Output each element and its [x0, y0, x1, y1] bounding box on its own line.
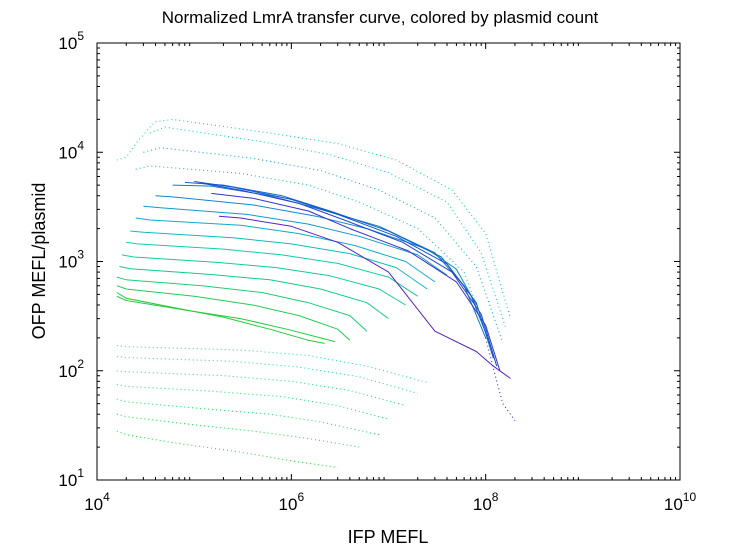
- x-tick-label-exponent: 6: [297, 490, 304, 504]
- series-line: [121, 254, 406, 306]
- series-line: [143, 147, 504, 344]
- x-tick-label: 1010: [664, 490, 697, 514]
- series-line: [485, 337, 516, 421]
- series-line: [116, 276, 368, 332]
- series-line: [155, 195, 477, 306]
- series-line: [116, 383, 389, 420]
- y-tick-label: 102: [58, 357, 84, 381]
- x-tick-label: 108: [473, 490, 499, 514]
- series-line: [116, 355, 418, 394]
- series-line: [126, 241, 419, 297]
- x-axis-label: IFP MEFL: [348, 527, 429, 547]
- series-line: [143, 205, 448, 276]
- y-tick-label: 101: [58, 466, 84, 490]
- x-tick-label-exponent: 8: [492, 490, 499, 504]
- y-tick-label-exponent: 3: [77, 248, 84, 262]
- series-line: [116, 413, 360, 448]
- y-tick-label-exponent: 4: [77, 138, 84, 152]
- y-tick-label-exponent: 5: [77, 29, 84, 43]
- series-line: [116, 430, 338, 469]
- series-line: [201, 182, 498, 367]
- y-tick-label-exponent: 2: [77, 357, 84, 371]
- series-line: [218, 215, 511, 379]
- y-axis-label: OFP MEFL/plasmid: [29, 183, 49, 340]
- x-tick-label: 104: [84, 490, 110, 514]
- y-tick-label: 103: [58, 248, 84, 272]
- series-line: [130, 230, 428, 290]
- series-line: [116, 292, 325, 344]
- series-line: [135, 217, 436, 283]
- series-line: [116, 398, 380, 436]
- series-layer: [116, 118, 516, 469]
- x-tick-label-exponent: 4: [103, 490, 110, 504]
- series-line: [155, 118, 512, 319]
- series-line: [116, 295, 335, 343]
- x-tick-label: 106: [279, 490, 305, 514]
- series-line: [116, 121, 156, 161]
- series-line: [116, 370, 406, 407]
- y-tick-label: 105: [58, 29, 84, 53]
- plot-area: [96, 42, 681, 481]
- x-tick-label-exponent: 10: [683, 490, 697, 504]
- series-line: [194, 181, 494, 359]
- series-line: [116, 285, 351, 341]
- chart-title: Normalized LmrA transfer curve, colored …: [162, 8, 599, 27]
- series-line: [119, 266, 389, 320]
- series-line: [116, 345, 428, 384]
- y-tick-label: 104: [58, 138, 84, 162]
- y-tick-label-exponent: 1: [77, 466, 84, 480]
- series-line: [149, 126, 507, 328]
